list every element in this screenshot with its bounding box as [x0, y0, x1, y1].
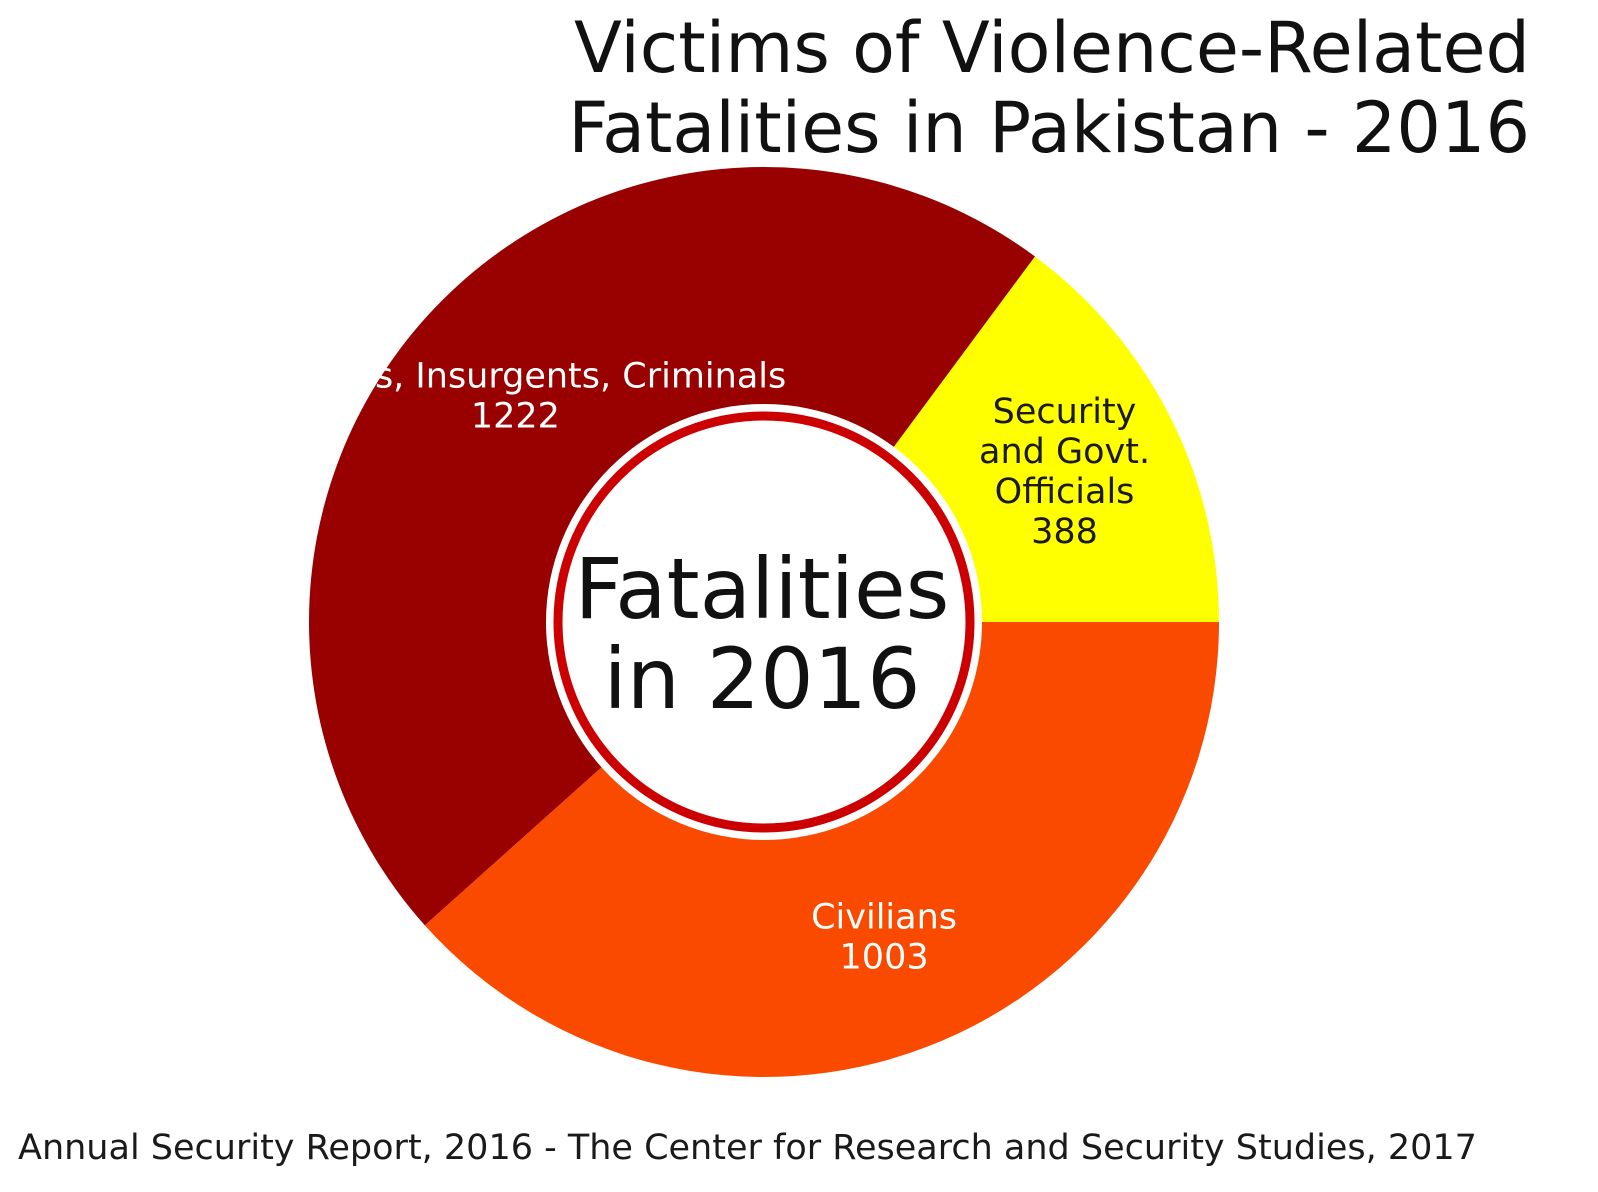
slice-2: [424, 622, 1219, 1077]
slice-2-label: Civilians: [811, 898, 957, 938]
slice-1-label: Militants, Insurgents, Criminals: [245, 356, 787, 396]
donut-center: Fatalities in 2016: [546, 404, 982, 840]
chart-title: Victims of Violence-Related Fatalities i…: [330, 8, 1530, 168]
slice-0-value-label: 388: [1031, 512, 1098, 552]
slice-2-value-label: 1003: [840, 938, 929, 978]
slice-1-value-label: 1222: [471, 396, 560, 436]
chart-title-line-1: Victims of Violence-Related: [574, 7, 1530, 89]
slice-0-label: Officials: [995, 472, 1135, 512]
center-label-line-1: Fatalities: [575, 540, 950, 638]
slice-0-label: Security: [993, 392, 1137, 432]
source-caption: Annual Security Report, 2016 - The Cente…: [18, 1128, 1477, 1168]
chart-title-line-2: Fatalities in Pakistan - 2016: [568, 87, 1530, 169]
slices-group: [308, 166, 1219, 1077]
slice-0-label: and Govt.: [979, 432, 1150, 472]
center-ring: [553, 411, 975, 833]
center-label-line-2: in 2016: [603, 630, 920, 728]
